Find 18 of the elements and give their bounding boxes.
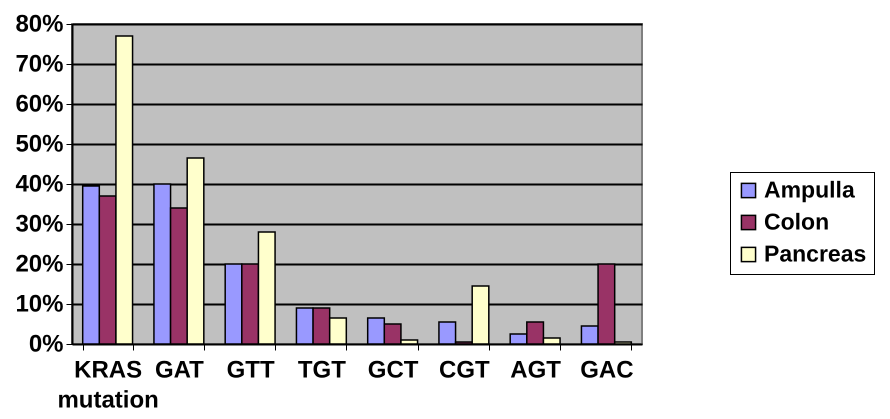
- legend-label: Ampulla: [764, 176, 855, 202]
- y-tick-label: 20%: [15, 250, 64, 278]
- x-tick-label: CGT: [439, 356, 490, 384]
- x-tick-label: GCT: [368, 356, 419, 384]
- x-tick-label: TGT: [298, 356, 346, 384]
- y-tick-label: 80%: [15, 10, 64, 38]
- y-tick-label: 50%: [15, 130, 64, 158]
- y-tick-label: 10%: [15, 290, 64, 318]
- legend-label: Pancreas: [764, 240, 866, 266]
- x-tick-label: GAC: [580, 356, 634, 384]
- x-tick-label: AGT: [510, 356, 562, 384]
- y-tick-label: 40%: [15, 170, 64, 198]
- y-tick-label: 70%: [15, 50, 64, 78]
- x-tick-label: GTT: [226, 356, 275, 384]
- y-tick-label: 30%: [15, 210, 64, 238]
- legend-label: Colon: [764, 208, 830, 234]
- y-tick-label: 60%: [15, 90, 64, 118]
- y-tick-label: 0%: [28, 330, 64, 358]
